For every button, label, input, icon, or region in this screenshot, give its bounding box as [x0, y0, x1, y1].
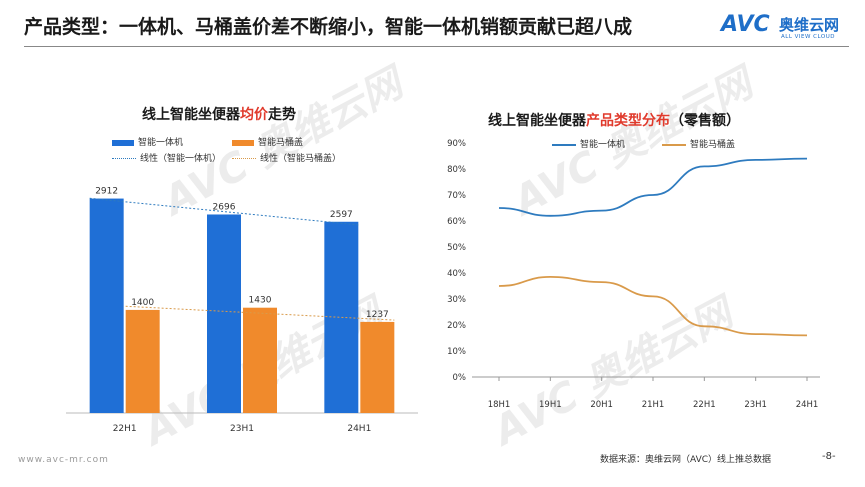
legend-swatch-orange: [232, 139, 254, 146]
y-tick-label: 70%: [447, 191, 466, 201]
series-line: [498, 157, 808, 217]
logo-text: AVC: [721, 12, 770, 37]
line-chart-title: 线上智能坐便器产品类型分布（零售额）: [488, 110, 740, 130]
line-chart-title-part1: 线上智能坐便器: [488, 113, 586, 129]
bar-value-label: 2912: [95, 187, 118, 197]
y-tick-label: 30%: [447, 295, 466, 305]
line-chart-title-part3: （零售额）: [670, 113, 740, 129]
legend-label: 智能一体机: [138, 138, 184, 148]
legend-item: 智能一体机: [552, 137, 625, 150]
logo-sub: ALL VIEW CLOUD: [781, 34, 835, 40]
y-tick-label: 80%: [447, 165, 466, 175]
bar-chart-title-highlight: 均价: [240, 107, 268, 123]
y-tick-label: 40%: [447, 269, 466, 279]
bar-chart-title-part1: 线上智能坐便器: [142, 107, 240, 123]
x-tick-label: 23H1: [744, 400, 767, 410]
x-tick-label: 24H1: [347, 424, 371, 434]
line-chart-title-highlight: 产品类型分布: [586, 113, 670, 129]
y-tick-label: 90%: [447, 139, 466, 149]
x-tick-label: 21H1: [642, 400, 665, 410]
page-number: -8-: [822, 451, 836, 462]
footer-source: 数据来源：奥维云网（AVC）线上推总数据: [600, 455, 772, 465]
y-tick-label: 60%: [447, 217, 466, 227]
avc-logo: AVC 奥维云网 ALL VIEW CLOUD: [721, 12, 843, 48]
legend-swatch-line-blue: [552, 143, 576, 146]
legend-item: 智能马桶盖: [662, 137, 735, 150]
y-tick-label: 20%: [447, 321, 466, 331]
bar-chart-title: 线上智能坐便器均价走势: [142, 104, 296, 124]
legend-item: 线性（智能马桶盖）: [232, 151, 341, 164]
x-tick-label: 24H1: [796, 400, 819, 410]
trendline: [89, 197, 359, 226]
page-title: 产品类型：一体机、马桶盖价差不断缩小，智能一体机销额贡献已超八成: [24, 16, 633, 38]
legend-item: 智能一体机: [112, 135, 183, 148]
series-line: [498, 275, 808, 337]
bar-value-label: 2696: [213, 202, 236, 212]
legend-swatch-trend-orange: [232, 158, 256, 159]
legend-label: 智能马桶盖: [690, 140, 736, 150]
legend-swatch-blue: [112, 139, 134, 146]
legend-swatch-line-orange: [662, 143, 686, 146]
footer-url: www.avc-mr.com: [18, 455, 109, 465]
y-tick-label: 0%: [453, 373, 467, 383]
bar-chart-title-part3: 走势: [268, 107, 296, 123]
x-tick-label: 19H1: [539, 400, 562, 410]
x-tick-label: 20H1: [590, 400, 613, 410]
x-tick-label: 23H1: [230, 424, 254, 434]
x-tick-label: 22H1: [693, 400, 716, 410]
bar-value-label: 1400: [131, 298, 154, 308]
y-tick-label: 50%: [447, 243, 466, 253]
legend-item: 线性（智能一体机）: [112, 151, 221, 164]
legend-item: 智能马桶盖: [232, 135, 303, 148]
bar-value-label: 2597: [330, 210, 353, 220]
bar: [324, 221, 359, 413]
bar: [89, 198, 124, 413]
x-tick-label: 18H1: [488, 400, 511, 410]
logo-cn: 奥维云网: [779, 16, 840, 34]
legend-label: 智能马桶盖: [258, 138, 304, 148]
bar-value-label: 1237: [366, 310, 389, 320]
bar: [207, 214, 241, 413]
y-tick-label: 10%: [447, 347, 466, 357]
bar-value-label: 1430: [249, 296, 272, 306]
legend-label: 智能一体机: [580, 140, 626, 150]
bar: [125, 309, 160, 413]
legend-swatch-trend-blue: [112, 158, 136, 159]
x-tick-label: 22H1: [113, 424, 137, 434]
header-divider: [24, 46, 849, 47]
bar: [360, 321, 395, 413]
trendline: [125, 305, 395, 321]
legend-label: 线性（智能马桶盖）: [260, 154, 342, 164]
bar: [243, 307, 277, 413]
legend-label: 线性（智能一体机）: [140, 154, 222, 164]
